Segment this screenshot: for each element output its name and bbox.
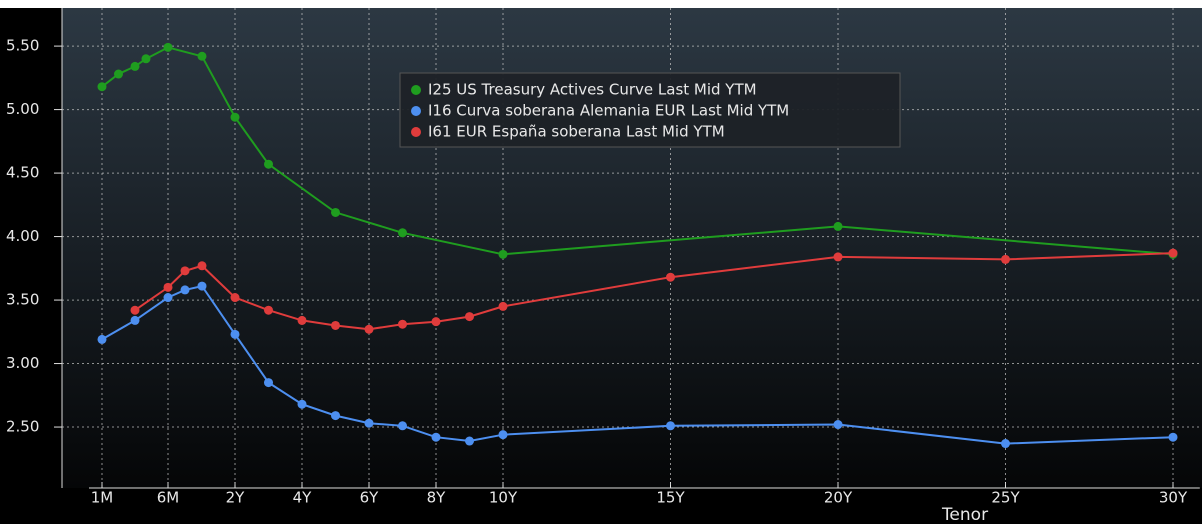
point: [264, 159, 273, 169]
y-tick-label: 3.00: [6, 354, 39, 372]
point: [230, 329, 240, 339]
point: [1001, 254, 1010, 264]
point: [163, 282, 173, 292]
point: [465, 312, 474, 322]
point: [833, 420, 843, 430]
point: [666, 421, 675, 431]
point: [197, 281, 207, 291]
top-strip: [0, 0, 1202, 8]
point: [197, 51, 207, 61]
point: [197, 261, 207, 271]
point: [264, 378, 273, 388]
x-tick-label: 6M: [157, 489, 180, 507]
point: [297, 399, 307, 409]
point: [180, 285, 190, 295]
legend-label: I25 US Treasury Actives Curve Last Mid Y…: [428, 81, 757, 99]
y-tick-label: 5.00: [6, 100, 39, 118]
point: [465, 436, 474, 446]
point: [833, 252, 843, 262]
y-tick-label: 5.50: [6, 37, 39, 55]
x-tick-label: 15Y: [656, 489, 685, 507]
point: [141, 54, 151, 64]
point: [97, 82, 107, 92]
x-axis-label: Tenor: [941, 505, 988, 524]
point: [431, 432, 441, 442]
x-tick-label: 4Y: [293, 489, 313, 507]
point: [297, 315, 307, 325]
point: [398, 228, 407, 238]
point: [498, 301, 508, 311]
x-tick-label: 6Y: [360, 489, 380, 507]
x-tick-label: 1M: [91, 489, 114, 507]
point: [130, 315, 140, 325]
point: [230, 112, 240, 122]
point: [833, 221, 843, 231]
point: [163, 42, 173, 52]
x-tick-label: 20Y: [824, 489, 853, 507]
legend-marker: [411, 127, 421, 137]
point: [666, 272, 675, 282]
point: [130, 305, 140, 315]
point: [230, 293, 240, 303]
point: [331, 320, 340, 330]
y-tick-label: 2.50: [6, 418, 39, 436]
legend-label: I61 EUR España soberana Last Mid YTM: [428, 123, 725, 141]
point: [331, 207, 340, 217]
point: [1001, 439, 1010, 449]
point: [163, 293, 173, 303]
x-tick-label: 25Y: [991, 489, 1020, 507]
x-tick-label: 10Y: [489, 489, 518, 507]
point: [498, 430, 508, 440]
point: [1168, 248, 1178, 258]
x-tick-label: 30Y: [1159, 489, 1188, 507]
point: [1168, 432, 1178, 442]
legend-label: I16 Curva soberana Alemania EUR Last Mid…: [428, 102, 789, 120]
point: [398, 319, 407, 329]
point: [498, 249, 508, 259]
y-tick-label: 4.00: [6, 227, 39, 245]
point: [130, 61, 140, 71]
point: [264, 305, 273, 315]
point: [114, 69, 124, 79]
point: [364, 418, 374, 428]
y-tick-label: 3.50: [6, 291, 39, 309]
point: [180, 266, 190, 276]
point: [431, 317, 441, 327]
legend-box: [399, 72, 901, 148]
point: [364, 324, 374, 334]
y-tick-label: 4.50: [6, 164, 39, 182]
point: [97, 334, 107, 344]
x-tick-label: 2Y: [226, 489, 246, 507]
x-tick-label: 8Y: [427, 489, 447, 507]
point: [331, 411, 340, 421]
legend-marker: [411, 106, 421, 116]
point: [398, 421, 407, 431]
legend-marker: [411, 85, 421, 95]
